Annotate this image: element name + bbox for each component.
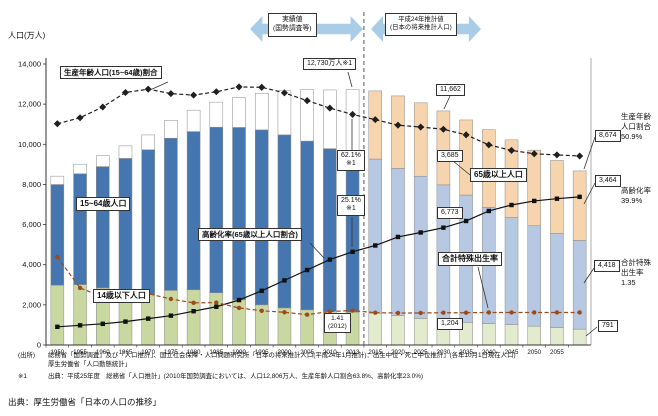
aging-2013-note: ※1 — [346, 205, 356, 213]
footnote-prefix: ※1 — [18, 373, 27, 380]
svg-text:2000: 2000 — [278, 349, 292, 356]
source-line1: 総務省「国勢調査」及び「人口推計」、国立社会保障・人口問題研究所「日本の将来推計… — [48, 352, 516, 359]
working-2060-label: 4,418 — [594, 260, 620, 273]
actual-range-label-line1: 実績値 — [282, 16, 303, 23]
svg-text:2055: 2055 — [550, 349, 564, 356]
right-label-working-share-text: 生産年齢人口割合 — [621, 112, 651, 131]
tfr-2012-value: 1.41 — [331, 315, 344, 322]
right-label-working-share: 生産年齢人口割合 50.9% — [621, 112, 657, 141]
senior-2030-label: 3,685 — [437, 150, 463, 163]
right-label-tfr-value: 1.35 — [621, 277, 636, 287]
right-label-tfr: 合計特殊出生率 1.35 — [621, 258, 657, 287]
svg-text:2030: 2030 — [437, 349, 451, 356]
source-line2: 厚生労働省「人口動態統計」 — [48, 361, 132, 369]
svg-text:2035: 2035 — [459, 349, 473, 356]
svg-text:8,000: 8,000 — [22, 180, 41, 189]
right-label-aging-value: 39.9% — [621, 195, 643, 205]
svg-text:1965: 1965 — [119, 349, 133, 356]
svg-text:2020: 2020 — [391, 349, 405, 356]
figure-source: 出典：厚生労働省「日本の人口の推移」 — [8, 397, 162, 407]
working-2030-label: 6,773 — [437, 207, 463, 220]
y-axis-title: 人口(万人) — [8, 31, 46, 40]
working-share-2013-note: ※1 — [346, 160, 356, 168]
actual-range-label: 実績値 (国勢調査等) — [268, 13, 317, 37]
svg-text:2050: 2050 — [527, 349, 541, 356]
projection-range-label-line2: (日本の将来推計人口) — [390, 24, 452, 32]
peak-population-label: 12,730万人※1 — [303, 58, 357, 71]
svg-text:12,000: 12,000 — [18, 100, 41, 109]
svg-text:1985: 1985 — [209, 349, 223, 356]
senior-2060-label: 3,464 — [595, 175, 621, 188]
svg-text:1990: 1990 — [232, 349, 246, 356]
under14-2030-label: 1,204 — [437, 318, 463, 331]
svg-text:1955: 1955 — [73, 349, 87, 356]
svg-text:14,000: 14,000 — [18, 60, 41, 69]
aging-2013-label: 25.1% ※1 — [337, 195, 365, 216]
source-prefix: (出所) — [18, 352, 36, 359]
tfr-2012-label: 1.41 (2012) — [324, 313, 351, 333]
footnote-text: 出典：平成25年度 総務省「人口推計」(2010年国勢調査においては、人口12,… — [48, 373, 424, 380]
tfr-series-label: 合計特殊出生率 — [438, 252, 502, 266]
under14-pop-series-label: 14歳以下人口 — [93, 289, 150, 303]
svg-text:10,000: 10,000 — [18, 140, 41, 149]
svg-text:4,000: 4,000 — [22, 260, 41, 269]
svg-text:2005: 2005 — [300, 349, 314, 356]
svg-text:1950: 1950 — [50, 349, 64, 356]
svg-text:2015: 2015 — [368, 349, 382, 356]
svg-text:2,000: 2,000 — [22, 300, 41, 309]
right-label-aging-text: 高齢化率 — [621, 186, 651, 195]
working-share-2013-value: 62.1% — [341, 152, 361, 159]
svg-text:2025: 2025 — [414, 349, 428, 356]
source-note-block: (出所) 総務省「国勢調査」及び「人口推計」、国立社会保障・人口問題研究所「日本の… — [18, 351, 654, 370]
svg-text:2040: 2040 — [482, 349, 496, 356]
svg-text:0: 0 — [37, 341, 41, 350]
footnote-block: ※1 出典：平成25年度 総務省「人口推計」(2010年国勢調査においては、人口1… — [18, 372, 654, 381]
right-label-tfr-text: 合計特殊出生率 — [621, 258, 651, 277]
total-2060-label: 8,674 — [595, 130, 621, 143]
aging-2013-value: 25.1% — [341, 197, 361, 204]
total-2030-label: 11,662 — [436, 84, 465, 97]
under14-2060-label: 791 — [598, 320, 618, 333]
senior-pop-series-label: 65歳以上人口 — [470, 168, 527, 182]
tfr-2012-note: (2012) — [328, 322, 347, 330]
svg-text:6,000: 6,000 — [22, 220, 41, 229]
working-pop-series-label: 15~64歳人口 — [76, 197, 131, 211]
svg-text:1995: 1995 — [255, 349, 269, 356]
projection-range-label-line1: 平成24年推計値 — [398, 16, 444, 23]
svg-text:1970: 1970 — [141, 349, 155, 356]
working-share-series-label: 生産年齢人口(15~64歳)割合 — [60, 66, 162, 79]
aging-rate-series-label: 高齢化率(65歳以上人口割合) — [198, 228, 302, 241]
svg-text:1980: 1980 — [187, 349, 201, 356]
working-share-2013-label: 62.1% ※1 — [337, 150, 365, 171]
svg-text:1975: 1975 — [164, 349, 178, 356]
svg-text:2013: 2013 — [346, 349, 360, 356]
projection-range-label: 平成24年推計値 (日本の将来推計人口) — [385, 13, 457, 36]
svg-text:2010: 2010 — [323, 349, 337, 356]
right-label-working-share-value: 50.9% — [621, 131, 643, 141]
actual-range-label-line2: (国勢調査等) — [273, 24, 312, 32]
right-label-aging: 高齢化率 39.9% — [621, 186, 657, 206]
svg-text:2045: 2045 — [505, 349, 519, 356]
svg-text:1960: 1960 — [96, 349, 110, 356]
